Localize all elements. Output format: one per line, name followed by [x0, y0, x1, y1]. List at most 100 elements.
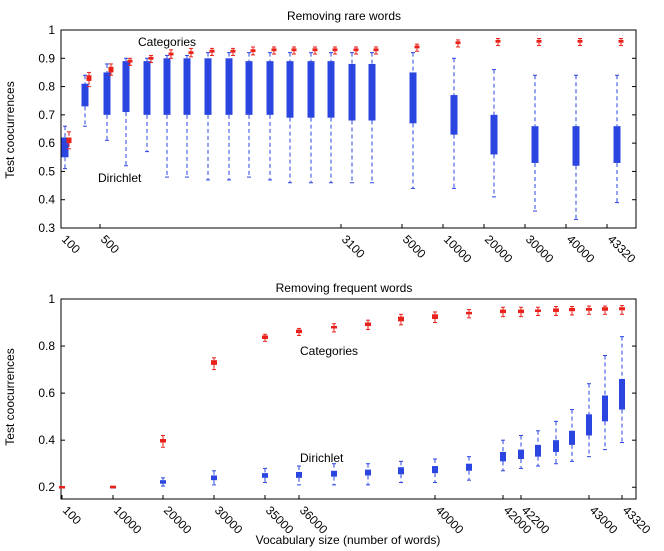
panel-removing-frequent-words: Removing frequent words Test coocurrence… — [3, 281, 654, 547]
dirichlet-box — [572, 74, 580, 221]
categories-box — [211, 357, 217, 371]
dirichlet-box — [518, 434, 524, 469]
dirichlet-box-body — [103, 72, 111, 115]
categories-box — [250, 46, 256, 56]
categories-box — [353, 46, 359, 55]
x-ticks-top: 100 500 3100 5000 10000 20000 30000 40000 43320 — [59, 224, 639, 266]
categories-box-body — [331, 325, 337, 329]
y-axis-label-top: Test coocurrences — [3, 81, 17, 178]
dirichlet-box — [500, 439, 506, 472]
dirichlet-box — [103, 63, 111, 141]
dirichlet-box-body — [204, 58, 212, 115]
panel-removing-rare-words: Removing rare words Test coocurrences 0.… — [3, 9, 639, 266]
categories-box — [365, 319, 371, 331]
dirichlet-box — [553, 420, 559, 465]
x-tick-label: 43320 — [605, 232, 639, 266]
x-tick-label: 30000 — [523, 232, 557, 266]
categories-box — [569, 306, 575, 316]
x-tick-label: 500 — [98, 232, 122, 256]
dirichlet-box-body — [500, 451, 506, 462]
annotation-categories-top: Categories — [138, 35, 196, 49]
categories-box-body — [271, 48, 277, 52]
dirichlet-box — [296, 465, 302, 486]
dirichlet-box — [535, 430, 541, 467]
categories-box-body — [398, 316, 404, 322]
categories-box-body — [332, 48, 338, 52]
categories-box — [291, 46, 297, 55]
categories-box-body — [577, 39, 583, 43]
categories-box-body — [432, 314, 438, 319]
categories-box-body — [586, 307, 592, 311]
x-tick-label: 100 — [59, 232, 83, 256]
y-tick-label: 0.8 — [38, 80, 55, 94]
boxes-bottom — [59, 305, 625, 489]
categories-box — [230, 47, 236, 56]
categories-box-body — [230, 49, 236, 53]
dirichlet-box — [286, 52, 294, 184]
x-tick-label: 43000 — [587, 503, 621, 537]
y-tick-label: 1 — [48, 292, 55, 306]
categories-box-body — [312, 48, 318, 52]
categories-box-body — [291, 48, 297, 52]
dirichlet-box — [245, 52, 253, 178]
categories-box-body — [365, 322, 371, 327]
dirichlet-box — [122, 57, 130, 167]
chart-title-top: Removing rare words — [287, 9, 401, 23]
x-tick-label: 10000 — [111, 503, 145, 537]
dirichlet-box — [432, 458, 438, 484]
dirichlet-box — [61, 125, 69, 170]
dirichlet-box — [266, 52, 274, 181]
x-tick-label: 100 — [60, 503, 84, 527]
categories-box — [262, 333, 268, 342]
dirichlet-box-body — [531, 126, 539, 163]
categories-box — [618, 37, 624, 47]
dirichlet-box-body — [296, 471, 302, 478]
categories-box-body — [553, 308, 559, 312]
categories-box — [332, 46, 338, 55]
categories-box-body — [602, 307, 608, 311]
categories-box — [127, 57, 133, 66]
categories-box — [414, 43, 420, 52]
categories-box-body — [250, 49, 256, 53]
x-axis-label-bottom: Vocabulary size (number of words) — [256, 533, 441, 547]
dirichlet-box-body — [143, 61, 151, 115]
categories-box-body — [110, 485, 116, 489]
dirichlet-box-body — [183, 58, 191, 115]
dirichlet-box — [143, 57, 151, 153]
x-ticks-bottom: 100 10000 20000 30000 35000 36000 40000 4200042… — [60, 495, 654, 537]
y-tick-label: 0.6 — [38, 136, 55, 150]
categories-box — [59, 485, 65, 489]
y-axis-label-bottom: Test coocurrences — [3, 348, 17, 445]
x-tick-label: 43320 — [620, 503, 654, 537]
categories-box-body — [414, 45, 420, 49]
dirichlet-box-body — [553, 440, 559, 452]
dirichlet-box-body — [432, 466, 438, 474]
categories-box — [553, 306, 559, 316]
dirichlet-box — [262, 467, 268, 484]
annotation-categories-bottom: Categories — [300, 344, 358, 358]
x-tick-label: 20000 — [482, 232, 516, 266]
categories-box — [66, 131, 72, 150]
y-tick-label: 0.4 — [38, 193, 55, 207]
x-tick-label: 10000 — [441, 232, 475, 266]
categories-box — [398, 313, 404, 326]
categories-box-body — [209, 49, 215, 53]
categories-box-body — [168, 52, 174, 56]
categories-box-body — [160, 439, 166, 443]
dirichlet-box-body — [307, 61, 315, 118]
categories-box — [312, 46, 318, 55]
x-tick-label: 35000 — [263, 503, 297, 537]
dirichlet-box — [569, 409, 575, 462]
categories-box-body — [127, 59, 133, 63]
dirichlet-box — [619, 336, 625, 444]
dirichlet-box-body — [619, 379, 625, 410]
categories-box-body — [66, 137, 72, 144]
y-tick-label: 0.6 — [38, 386, 55, 400]
dirichlet-box-body — [61, 137, 69, 158]
categories-box — [602, 305, 608, 315]
categories-box — [455, 39, 461, 48]
categories-box-body — [211, 360, 217, 365]
y-tick-label: 0.2 — [38, 480, 55, 494]
categories-box-body — [353, 48, 359, 52]
dirichlet-box-body — [490, 114, 498, 155]
